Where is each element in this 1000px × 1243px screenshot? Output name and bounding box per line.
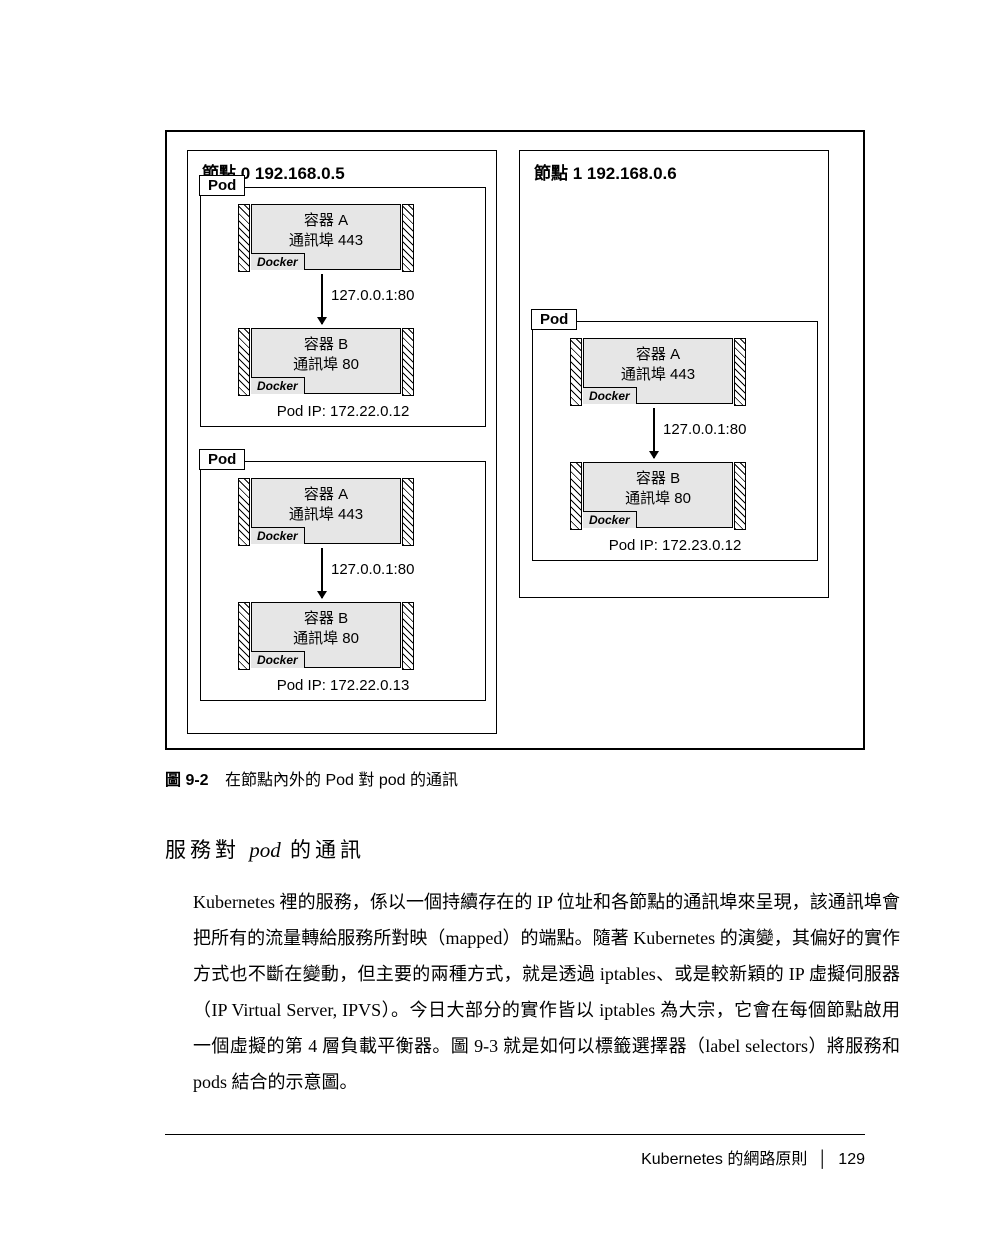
section-heading: 服務對 pod 的通訊 — [165, 834, 900, 864]
container-port: 通訊埠 443 — [252, 505, 400, 525]
container-name: 容器 B — [584, 469, 732, 489]
container-box: 容器 A通訊埠 443 Docker — [251, 204, 401, 270]
arrow-label: 127.0.0.1:80 — [331, 287, 414, 304]
pod-label: Pod — [199, 449, 245, 470]
arrow-icon — [321, 274, 323, 324]
body-paragraph: Kubernetes 裡的服務，係以一個持續存在的 IP 位址和各節點的通訊埠來… — [165, 884, 900, 1100]
pod-0-1: Pod容器 A通訊埠 443Docker容器 B通訊埠 80Docker127.… — [200, 461, 486, 701]
container-port: 通訊埠 443 — [584, 365, 732, 385]
pod-0-0: Pod容器 A通訊埠 443Docker容器 B通訊埠 80Docker127.… — [200, 187, 486, 427]
container-name: 容器 A — [252, 211, 400, 231]
pod-ip: Pod IP: 172.22.0.12 — [201, 403, 485, 420]
container-port: 通訊埠 80 — [252, 355, 400, 375]
container-port: 通訊埠 443 — [252, 231, 400, 251]
container-box: 容器 B通訊埠 80 Docker — [251, 602, 401, 668]
docker-tag: Docker — [251, 527, 305, 544]
container-name: 容器 B — [252, 609, 400, 629]
figure-caption: 圖 9-2 在節點內外的 Pod 對 pod 的通訊 — [165, 766, 900, 790]
container-name: 容器 A — [252, 485, 400, 505]
node-header: 節點 1 192.168.0.6 — [520, 151, 828, 188]
node-0: 節點 0 192.168.0.5Pod容器 A通訊埠 443Docker容器 B… — [187, 150, 497, 734]
docker-tag: Docker — [583, 387, 637, 404]
container-port: 通訊埠 80 — [584, 489, 732, 509]
pod-1-0: Pod容器 A通訊埠 443Docker容器 B通訊埠 80Docker127.… — [532, 321, 818, 561]
page-footer: Kubernetes 的網路原則 │ 129 — [165, 1134, 865, 1169]
pod-label: Pod — [531, 309, 577, 330]
container-box: 容器 B通訊埠 80 Docker — [583, 462, 733, 528]
pod-label: Pod — [199, 175, 245, 196]
figure-number: 圖 9-2 — [165, 772, 209, 789]
arrow-label: 127.0.0.1:80 — [663, 421, 746, 438]
pod-ip: Pod IP: 172.22.0.13 — [201, 677, 485, 694]
container-port: 通訊埠 80 — [252, 629, 400, 649]
footer-title: Kubernetes 的網路原則 — [641, 1151, 807, 1168]
container-box: 容器 B通訊埠 80 Docker — [251, 328, 401, 394]
figure-caption-text: 在節點內外的 Pod 對 pod 的通訊 — [225, 772, 458, 789]
docker-tag: Docker — [251, 253, 305, 270]
container-box: 容器 A通訊埠 443 Docker — [251, 478, 401, 544]
arrow-label: 127.0.0.1:80 — [331, 561, 414, 578]
container-name: 容器 A — [584, 345, 732, 365]
docker-tag: Docker — [583, 511, 637, 528]
page-number: 129 — [838, 1151, 865, 1168]
figure-9-2-diagram: 節點 0 192.168.0.5Pod容器 A通訊埠 443Docker容器 B… — [165, 130, 865, 750]
container-box: 容器 A通訊埠 443 Docker — [583, 338, 733, 404]
arrow-icon — [321, 548, 323, 598]
node-1: 節點 1 192.168.0.6Pod容器 A通訊埠 443Docker容器 B… — [519, 150, 829, 598]
pod-ip: Pod IP: 172.23.0.12 — [533, 537, 817, 554]
container-name: 容器 B — [252, 335, 400, 355]
arrow-icon — [653, 408, 655, 458]
docker-tag: Docker — [251, 651, 305, 668]
docker-tag: Docker — [251, 377, 305, 394]
